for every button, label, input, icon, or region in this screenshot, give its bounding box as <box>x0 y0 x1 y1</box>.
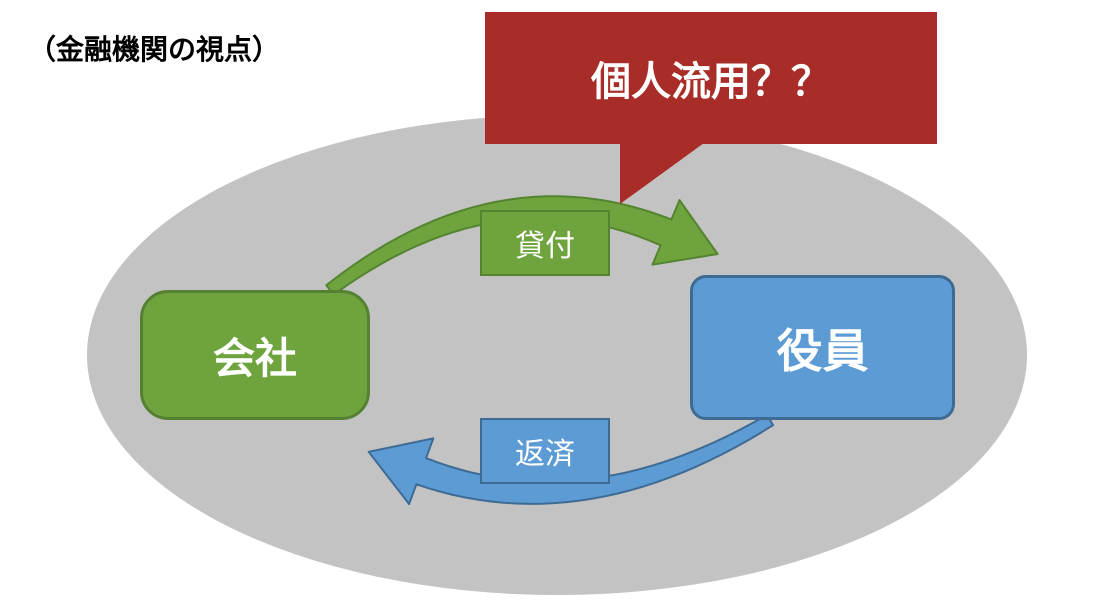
diagram-stage: 会社 役員 貸付 返済 個人流用？？ （金融機関の視点） <box>0 0 1114 616</box>
title-text: （金融機関の視点） <box>28 34 280 65</box>
officer-node: 役員 <box>690 275 955 420</box>
officer-label: 役員 <box>777 315 869 381</box>
repayment-label-box: 返済 <box>480 418 610 484</box>
repayment-label: 返済 <box>515 429 575 473</box>
company-label: 会社 <box>213 325 297 386</box>
callout-box: 個人流用？？ <box>485 12 937 144</box>
callout-text: 個人流用？？ <box>591 49 831 107</box>
diagram-title: （金融機関の視点） <box>28 28 280 68</box>
company-node: 会社 <box>140 290 370 420</box>
loan-label: 貸付 <box>515 221 575 265</box>
loan-label-box: 貸付 <box>480 210 610 276</box>
